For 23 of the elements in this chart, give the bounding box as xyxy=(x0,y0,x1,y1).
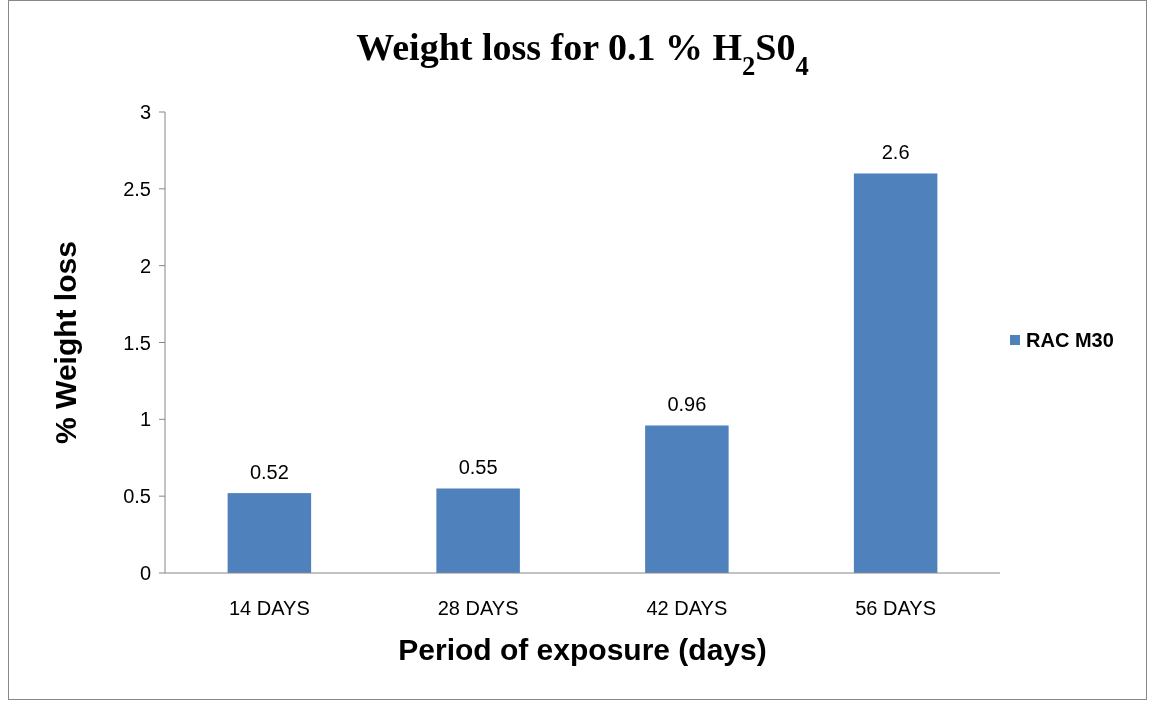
y-tick-label: 2.5 xyxy=(123,177,151,200)
legend-label: RAC M30 xyxy=(1026,329,1114,351)
x-tick-label: 42 DAYS xyxy=(646,597,728,619)
y-tick-label: 2 xyxy=(139,254,151,277)
y-tick-label: 1 xyxy=(139,408,151,431)
x-tick-label: 28 DAYS xyxy=(437,597,519,619)
x-tick-label: 56 DAYS xyxy=(855,597,937,619)
y-tick-label: 0.5 xyxy=(123,485,151,508)
y-tick-label: 1.5 xyxy=(123,331,151,354)
bar xyxy=(436,488,520,573)
data-label: 0.96 xyxy=(667,393,707,416)
x-axis-title: Period of exposure (days) xyxy=(398,633,767,666)
bar xyxy=(227,493,312,573)
y-tick-label: 3 xyxy=(139,101,151,123)
bar xyxy=(853,173,938,573)
chart-title: Weight loss for 0.1 % H$_{2}$S0$_{4}$ xyxy=(356,26,809,81)
x-tick-label: 14 DAYS xyxy=(228,597,310,619)
data-label: 0.52 xyxy=(249,461,289,484)
y-axis-title: % Weight loss xyxy=(49,241,82,444)
data-label: 2.6 xyxy=(881,141,910,164)
bar xyxy=(645,425,729,573)
data-label: 0.55 xyxy=(458,456,498,479)
y-tick-label: 0 xyxy=(139,562,151,584)
